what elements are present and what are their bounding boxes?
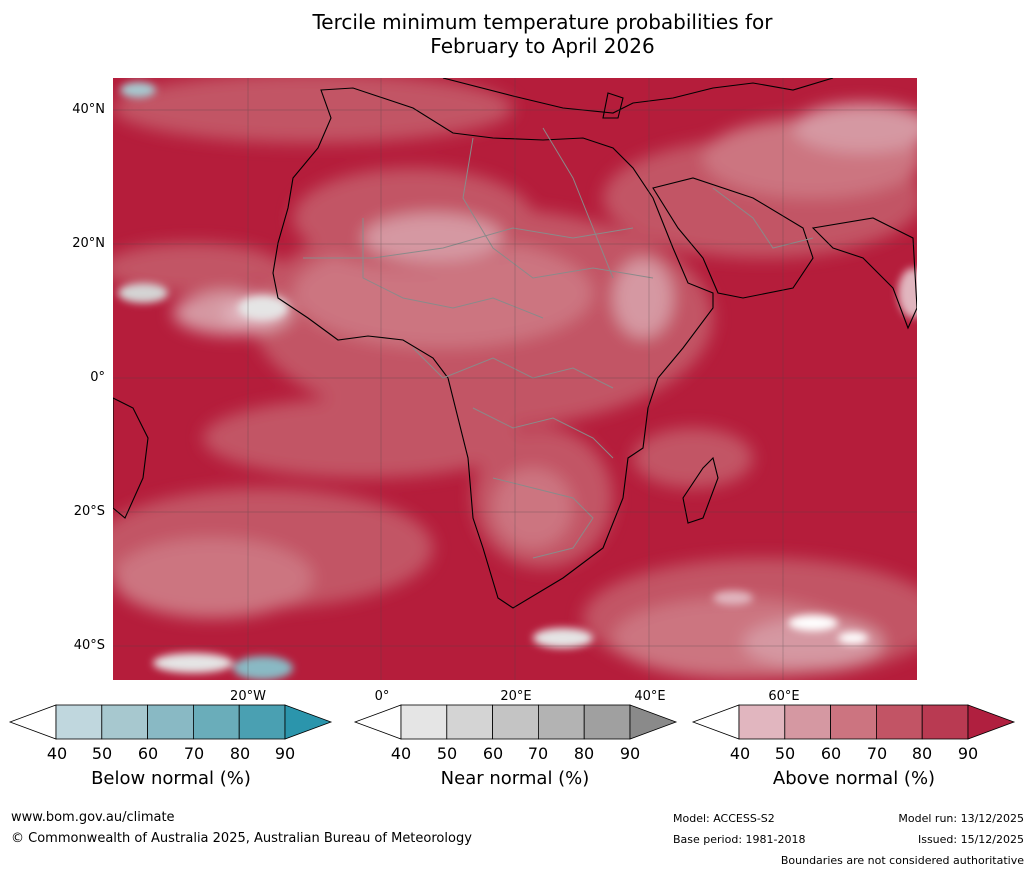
colorbar-tick: 80 xyxy=(229,744,251,763)
lon-label-60e: 60°E xyxy=(768,689,800,704)
colorbar-segment xyxy=(583,704,631,740)
colorbar-segment xyxy=(784,704,832,740)
colorbar-title-above-normal: Above normal (%) xyxy=(772,768,936,789)
colorbar-tick: 70 xyxy=(527,744,549,763)
lat-label-20s: 20°S xyxy=(73,504,105,519)
colorbar-over-triangle xyxy=(967,704,1016,740)
colorbar-tick: 90 xyxy=(957,744,979,763)
footer-model: Model: ACCESS-S2 xyxy=(673,812,775,825)
colorbar-under-triangle xyxy=(353,704,402,740)
colorbar-segment xyxy=(921,704,969,740)
colorbar-segment xyxy=(400,704,448,740)
footer-model-run: Model run: 13/12/2025 xyxy=(898,812,1024,825)
colorbar-segment xyxy=(492,704,539,740)
colorbar-over-triangle xyxy=(629,704,678,740)
coastlines xyxy=(113,78,917,609)
lat-label-20n: 20°N xyxy=(72,236,105,251)
lon-label-40e: 40°E xyxy=(634,689,666,704)
footer-issued: Issued: 15/12/2025 xyxy=(917,833,1024,846)
footer-disclaimer: Boundaries are not considered authoritat… xyxy=(780,854,1024,867)
colorbar-segment xyxy=(238,704,286,740)
lon-label-0: 0° xyxy=(374,689,390,704)
colorbar-tick: 90 xyxy=(274,744,296,763)
lon-label-20w: 20°W xyxy=(230,689,266,704)
map-title-line-2: February to April 2026 xyxy=(430,34,655,58)
colorbar-tick: 60 xyxy=(482,744,504,763)
probability-map xyxy=(113,78,917,680)
colorbar-tick: 40 xyxy=(729,744,751,763)
colorbar-tick: 40 xyxy=(390,744,412,763)
colorbar-tick: 50 xyxy=(436,744,458,763)
graticule xyxy=(113,78,917,680)
colorbar-segment xyxy=(101,704,149,740)
colorbar-segment xyxy=(192,704,240,740)
colorbar-tick: 40 xyxy=(46,744,68,763)
colorbar-below-normal xyxy=(8,704,333,740)
colorbar-title-below-normal: Below normal (%) xyxy=(91,768,251,789)
footer-copyright: © Commonwealth of Australia 2025, Austra… xyxy=(11,831,472,846)
footer-base-period: Base period: 1981-2018 xyxy=(673,833,806,846)
colorbar-tick: 70 xyxy=(183,744,205,763)
colorbar-near-normal xyxy=(353,704,678,740)
colorbar-tick: 50 xyxy=(774,744,796,763)
colorbar-tick: 80 xyxy=(911,744,933,763)
colorbar-above-normal xyxy=(691,704,1016,740)
colorbar-segment xyxy=(875,704,923,740)
colorbar-tick: 60 xyxy=(820,744,842,763)
colorbar-over-triangle xyxy=(284,704,333,740)
lon-label-20e: 20°E xyxy=(500,689,532,704)
colorbar-segment xyxy=(55,704,103,740)
lat-label-0: 0° xyxy=(90,370,105,385)
colorbar-segment xyxy=(830,704,877,740)
colorbar-tick: 90 xyxy=(619,744,641,763)
colorbar-title-near-normal: Near normal (%) xyxy=(440,768,590,789)
footer-website: www.bom.gov.au/climate xyxy=(11,810,175,825)
colorbar-under-triangle xyxy=(8,704,57,740)
colorbar-tick: 80 xyxy=(573,744,595,763)
probability-field-detail xyxy=(118,82,917,680)
colorbar-under-triangle xyxy=(691,704,740,740)
colorbar-tick: 50 xyxy=(91,744,113,763)
colorbar-tick: 60 xyxy=(137,744,159,763)
colorbar-segment xyxy=(446,704,494,740)
colorbar-segment xyxy=(738,704,786,740)
map-title-line-1: Tercile minimum temperature probabilitie… xyxy=(312,10,773,34)
colorbar-segment xyxy=(537,704,585,740)
lat-label-40s: 40°S xyxy=(73,638,105,653)
probability-field xyxy=(113,78,917,678)
lat-label-40n: 40°N xyxy=(72,102,105,117)
colorbar-tick: 70 xyxy=(866,744,888,763)
colorbar-segment xyxy=(147,704,194,740)
country-borders xyxy=(303,127,814,559)
